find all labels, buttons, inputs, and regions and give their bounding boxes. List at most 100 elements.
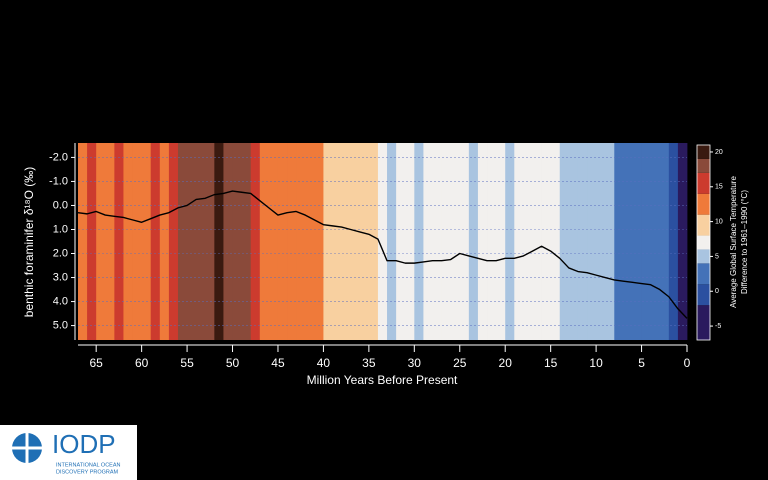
y-axis-label: benthic foraminifer δ¹⁸O (‰) [22,167,36,317]
temperature-stripe [259,143,270,340]
temperature-stripe [487,143,497,340]
x-tick-label: 15 [544,356,558,370]
y-tick-label: -1.0 [49,175,68,187]
colorbar-band [697,284,710,306]
colorbar-tick-label: 15 [715,184,723,191]
x-tick-label: 5 [638,356,645,370]
temperature-stripe [78,143,88,340]
temperature-stripe [96,143,106,340]
temperature-stripe [268,143,279,340]
colorbar-tick-label: -5 [715,323,721,330]
colorbar-tick-label: 20 [715,149,723,156]
temperature-stripe [123,143,133,340]
colorbar-band [697,235,710,250]
grid [78,157,687,326]
x-tick-label: 60 [135,356,149,370]
temperature-stripe [423,143,433,340]
temperature-stripe [359,143,370,340]
temperature-stripe [632,143,642,340]
y-tick-label: 1.0 [53,223,68,235]
temperature-stripe [305,143,315,340]
y-tick-label: 4.0 [53,295,68,307]
colorbar-tick-label: 10 [715,218,723,225]
colorbar-band [697,145,710,159]
x-tick-label: 20 [499,356,513,370]
temperature-stripe [150,143,161,340]
colorbar-band [697,263,710,285]
temperature-stripe [377,143,388,340]
temperature-stripe [250,143,261,340]
y-tick-label: 0.0 [53,199,68,211]
temperature-stripe [450,143,461,340]
temperature-stripe [332,143,342,340]
colorbar-title: Difference to 1961–1990 (°C) [740,190,749,294]
x-axis-label: Million Years Before Present [307,373,458,387]
temperature-stripe [214,143,224,340]
temperature-stripe [350,143,361,340]
x-tick-label: 50 [226,356,240,370]
x-tick-label: 30 [408,356,422,370]
x-tick-label: 10 [589,356,603,370]
logo: IODP INTERNATIONAL OCEAN DISCOVERY PROGR… [0,425,137,480]
temperature-stripe [568,143,579,340]
colorbar-band [697,158,710,173]
temperature-stripe [132,143,143,340]
colorbar-band [697,249,710,264]
temperature-stripe [514,143,524,340]
x-tick-label: 35 [362,356,376,370]
temperature-stripe [623,143,633,340]
colorbar-tick-label: 5 [715,253,719,260]
temperature-stripe [596,143,606,340]
x-tick-label: 25 [453,356,467,370]
logo-text: IODP [52,429,116,459]
temperature-stripe [387,143,397,340]
temperature-stripe [668,143,679,340]
colorbar-band [697,305,710,340]
temperature-stripe [187,143,197,340]
x-tick-label: 55 [180,356,194,370]
y-tick-label: -2.0 [49,151,68,163]
temperature-stripe [677,143,688,340]
colorbar-frame [696,144,711,341]
temperature-stripe [314,143,324,340]
temperature-stripe [614,143,624,340]
x-tick-label: 65 [89,356,103,370]
temperature-stripe [541,143,552,340]
colorbar-band [697,172,710,194]
stripes [78,143,688,340]
x-tick-label: 0 [684,356,691,370]
temperature-stripe [559,143,570,340]
temperature-stripe [468,143,479,340]
temperature-stripe [277,143,288,340]
logo-subtitle: INTERNATIONAL OCEAN [56,462,121,468]
logo-cross [12,433,42,463]
temperature-stripe [168,143,179,340]
y-tick-label: 5.0 [53,319,68,331]
temperature-stripe [496,143,506,340]
temperature-stripe [650,143,661,340]
temperature-stripe [641,143,652,340]
temperature-stripe [241,143,252,340]
temperature-stripe [287,143,297,340]
temperature-stripe [532,143,542,340]
temperature-stripe [159,143,170,340]
temperature-stripe [223,143,233,340]
y-tick-label: 2.0 [53,247,68,259]
colorbar-title: Average Global Surface Temperature [729,176,738,308]
temperature-stripe [605,143,615,340]
temperature-stripe [587,143,597,340]
temperature-stripe [405,143,415,340]
colorbar-band [697,214,710,236]
temperature-stripe [177,143,188,340]
temperature-stripe [459,143,470,340]
temperature-stripe [87,143,97,340]
temperature-stripe [477,143,488,340]
y-tick-label: 3.0 [53,271,68,283]
temperature-stripe [441,143,452,340]
temperature-stripe [577,143,588,340]
temperature-stripe [368,143,379,340]
temperature-stripe [523,143,533,340]
temperature-stripe [505,143,515,340]
x-tick-label: 45 [271,356,285,370]
